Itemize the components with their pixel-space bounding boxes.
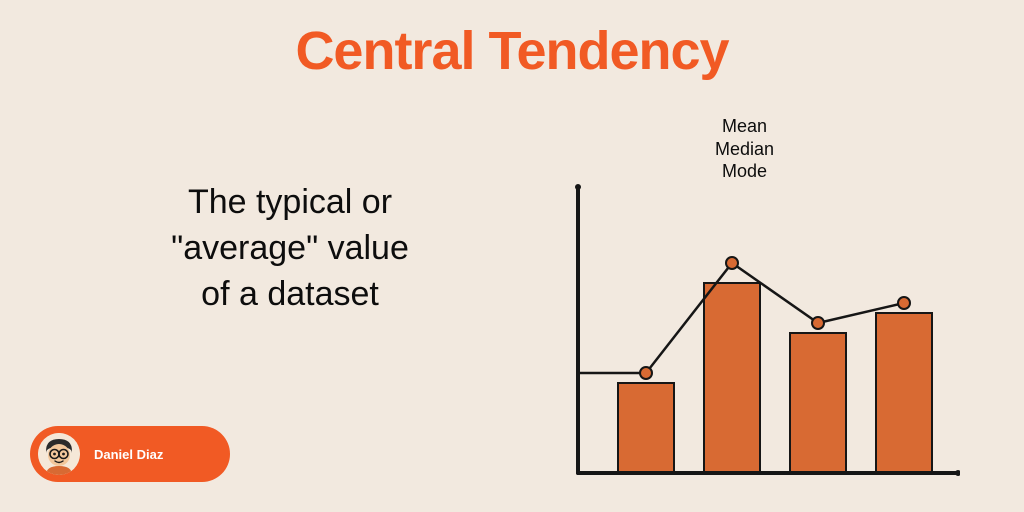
page-title: Central Tendency xyxy=(0,20,1024,82)
author-name: Daniel Diaz xyxy=(94,447,163,462)
chart-area: Mean Median Mode xyxy=(560,115,960,485)
subtitle-block: The typical or "average" value of a data… xyxy=(90,180,490,318)
chart-label: Mean xyxy=(722,116,767,136)
chart-label-stack: Mean Median Mode xyxy=(715,115,774,183)
avatar-icon xyxy=(38,433,80,475)
infographic-canvas: Central Tendency The typical or "average… xyxy=(0,0,1024,512)
author-badge: Daniel Diaz xyxy=(30,426,230,482)
subtitle-line: "average" value xyxy=(171,229,409,267)
author-avatar xyxy=(38,433,80,475)
subtitle-line: of a dataset xyxy=(201,275,379,313)
subtitle-line: The typical or xyxy=(188,183,392,221)
chart-label: Mode xyxy=(722,161,767,181)
chart-label: Median xyxy=(715,139,774,159)
